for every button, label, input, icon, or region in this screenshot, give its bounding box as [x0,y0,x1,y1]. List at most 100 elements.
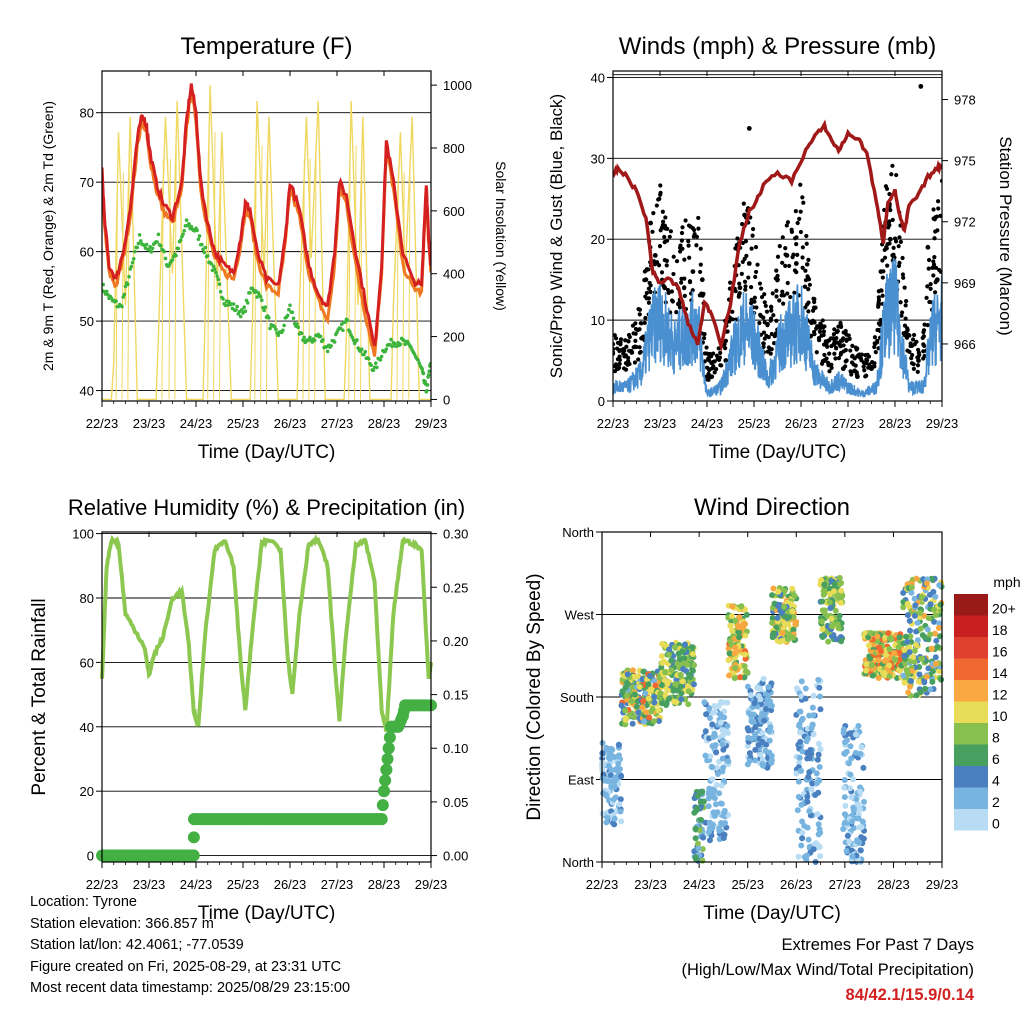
x-tick-label: 25/23 [227,416,260,431]
gust-point [784,253,790,258]
direction-point [645,695,652,702]
gust-point [880,275,885,280]
dewpoint-point [425,388,429,393]
direction-point [816,764,823,771]
y2-tick-label: 0.00 [443,849,468,864]
dewpoint-point [248,290,252,295]
direction-point [914,637,921,644]
gust-point [678,249,683,254]
direction-point [881,657,888,664]
gust-point [800,245,805,250]
plot-border [101,70,432,402]
dewpoint-point [421,371,426,376]
gust-point [831,341,837,347]
direction-point [875,657,882,664]
gust-point [748,285,754,290]
gust-point [876,304,881,309]
x-tick-label: 28/23 [879,416,912,431]
direction-point [844,737,851,744]
gust-point [664,263,669,268]
gust-point [794,235,799,240]
gust-point [783,263,788,268]
dewpoint-point [202,250,207,255]
dewpoint-point [426,373,431,377]
colorbar-swatch [954,744,988,766]
direction-point [656,717,663,724]
gust-point [785,220,791,225]
y-tick-label: 10 [591,313,605,328]
gust-point [700,293,705,298]
direction-point [668,667,675,674]
gust-point [861,364,866,369]
gust-point [819,361,825,366]
dewpoint-point [218,289,223,294]
direction-point [838,587,845,594]
direction-point [678,696,685,703]
gust-point [617,348,622,354]
gust-point [648,283,653,288]
direction-point [650,718,657,725]
dewpoint-point [122,292,127,297]
direction-point [754,684,761,691]
direction-point [928,645,935,652]
dewpoint-point [131,257,136,261]
direction-point [825,638,832,645]
x-axis-label: Time (Day/UTC) [709,442,847,463]
gust-point [739,271,744,276]
gust-point [768,351,773,356]
gust-point [801,200,806,205]
colorbar-label: 14 [992,665,1008,681]
direction-point [635,709,642,716]
gust-point [701,336,707,341]
solar-spike [354,145,357,400]
direction-point [665,696,672,703]
gust-point [670,299,675,304]
dewpoint-point [129,264,134,269]
x-tick-label: 22/23 [86,416,119,431]
gust-point [765,349,770,354]
y-tick-label: 0 [87,849,94,864]
y-tick-label: 30 [591,151,605,166]
gust-point [775,273,780,278]
dewpoint-point [288,303,292,308]
colorbar-swatch [954,766,988,788]
direction-point [658,682,665,689]
direction-point [932,612,939,619]
direction-point [907,633,914,640]
gust-point [709,354,714,359]
direction-point [718,819,725,826]
gust-point [922,322,927,327]
direction-point [913,628,920,635]
precip-point [381,752,394,765]
gust-point [643,277,649,283]
direction-point [846,730,853,737]
direction-point [918,593,925,600]
gust-point [712,359,717,364]
gust-point [629,350,635,355]
y2-tick-label: 800 [443,141,465,156]
direction-point [863,661,870,668]
direction-point [810,692,817,699]
direction-point [616,801,623,808]
x-tick-label: 27/23 [321,877,354,892]
chart-title: Relative Humidity (%) & Precipitation (i… [68,495,465,520]
gust-point [656,263,662,268]
x-axis-label: Time (Day/UTC) [703,903,841,924]
direction-point [799,818,806,825]
gust-point [636,307,641,312]
direction-point [604,778,611,785]
direction-point [781,603,788,610]
x-axis-label: Time (Day/UTC) [198,903,336,924]
gust-point [806,275,811,281]
y-tick-label: 20 [591,232,605,247]
gust-point [639,336,644,341]
direction-point [819,626,826,633]
colorbar-label: 18 [992,622,1008,638]
gust-point [804,233,809,239]
location-text: Location: Tyrone [30,894,137,910]
direction-point [844,832,851,839]
gust-point [623,367,629,372]
direction-point [837,599,844,606]
direction-point [719,755,726,762]
gust-point [851,362,856,367]
